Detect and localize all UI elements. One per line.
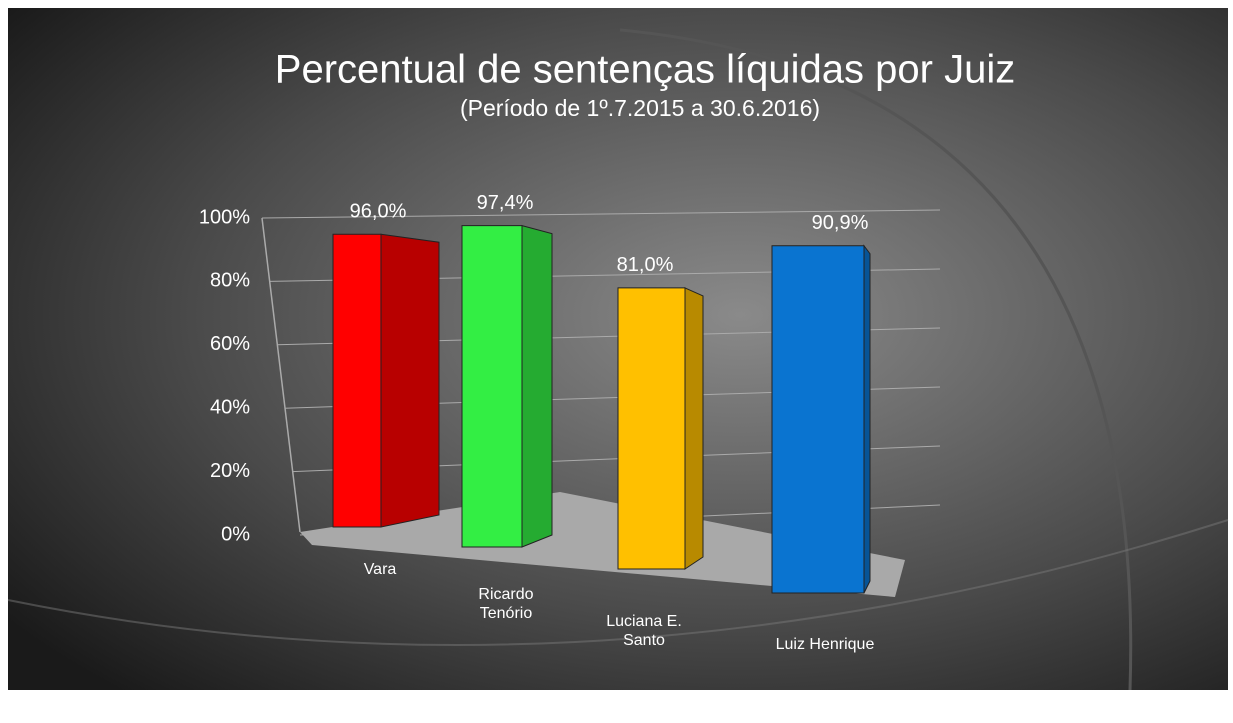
value-label: 81,0% xyxy=(617,254,674,276)
value-label: 96,0% xyxy=(350,200,407,222)
floor xyxy=(300,492,905,597)
y-tick-label: 100% xyxy=(199,206,250,228)
decor-arc xyxy=(619,28,1133,691)
y-tick-label: 80% xyxy=(210,270,250,292)
bar xyxy=(771,244,871,594)
grid-line xyxy=(261,209,941,219)
value-label: 90,9% xyxy=(812,212,869,234)
bar xyxy=(617,287,704,570)
y-tick-label: 0% xyxy=(221,523,250,545)
y-tick-label: 60% xyxy=(210,333,250,355)
bar-side xyxy=(863,244,871,594)
bar-front xyxy=(617,287,686,570)
decor-arc xyxy=(7,519,1229,646)
bar xyxy=(461,224,553,548)
x-tick-label: Ricardo Tenório xyxy=(478,586,534,622)
value-label: 97,4% xyxy=(477,192,534,214)
x-tick-label: Vara xyxy=(363,561,397,578)
bar-front xyxy=(461,225,523,548)
bar-front xyxy=(771,245,865,594)
bar-side xyxy=(380,233,440,528)
bar-side xyxy=(521,224,553,548)
bar-side xyxy=(684,287,704,570)
x-tick-label: Luciana E. Santo xyxy=(606,613,682,649)
chart-subtitle: (Período de 1º.7.2015 a 30.6.2016) xyxy=(460,95,820,121)
y-axis xyxy=(261,217,301,533)
x-tick-label: Luiz Henrique xyxy=(775,636,875,653)
y-tick-label: 40% xyxy=(210,396,250,418)
y-tick-label: 20% xyxy=(210,460,250,482)
chart-title: Percentual de sentenças líquidas por Jui… xyxy=(275,48,1015,92)
bar xyxy=(332,233,440,528)
bar-front xyxy=(332,233,382,528)
